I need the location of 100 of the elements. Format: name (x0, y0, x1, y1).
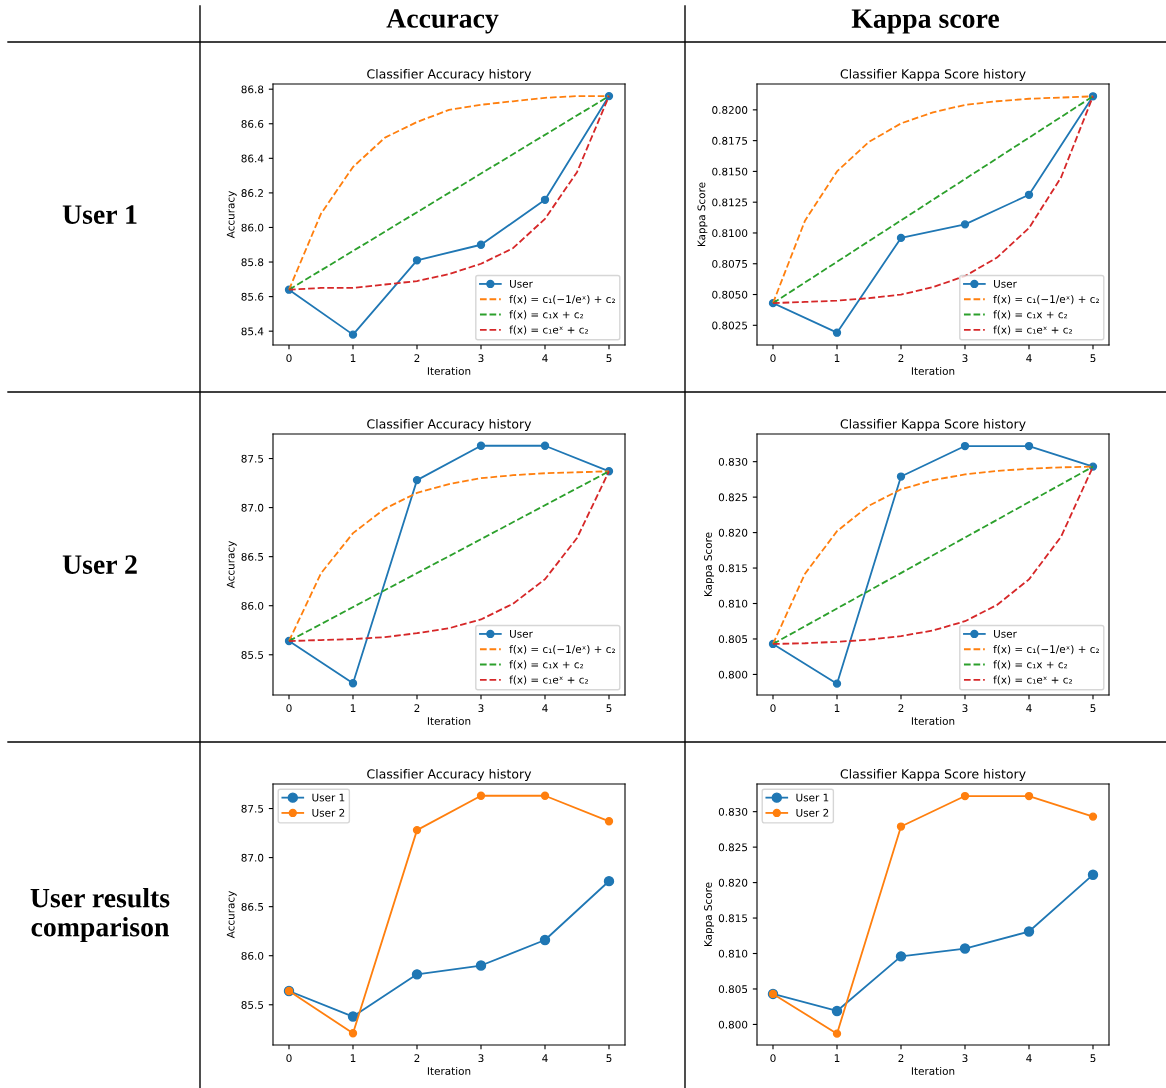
legend-label: User (510, 280, 533, 288)
legend-label: f(x) = c₁eˣ + c₂ (509, 325, 588, 335)
point (832, 679, 842, 688)
point (539, 934, 551, 946)
x-tick-label: 3 (478, 354, 484, 363)
x-tick-label: 0 (770, 704, 776, 713)
y-tick-label: 87.5 (241, 804, 264, 813)
x-tick-label: 5 (606, 1054, 612, 1063)
chart-title: Classifier Kappa Score history (840, 418, 1026, 432)
y-axis-title: Accuracy (226, 191, 237, 239)
point (540, 791, 550, 800)
chart-title: Classifier Kappa Score history (840, 768, 1026, 782)
y-tick-label: 86.5 (241, 902, 264, 911)
point (1024, 190, 1034, 199)
x-tick-label: 1 (834, 1054, 840, 1062)
x-tick-label: 4 (1026, 1054, 1032, 1062)
category-label: Accuracy (386, 9, 499, 34)
y-tick-label: 0.8075 (712, 259, 748, 268)
x-tick-label: 4 (542, 1054, 548, 1062)
point (540, 441, 550, 450)
legend-label: User (510, 630, 533, 638)
point (412, 475, 422, 485)
y-tick-label: 0.8125 (712, 198, 748, 207)
category-label: User 2 (62, 555, 137, 574)
point (831, 1005, 843, 1017)
x-tick-label: 1 (350, 354, 356, 362)
x-tick-label: 4 (542, 704, 548, 712)
point (960, 791, 970, 801)
x-tick-label: 5 (1090, 1054, 1096, 1063)
legend-label: f(x) = c₁(−1/eˣ) + c₂ (509, 294, 615, 305)
y-tick-label: 0.805 (718, 985, 748, 994)
y-axis-title: Kappa Score (704, 532, 714, 597)
category-label: Kappa score (851, 9, 999, 34)
legend-label: User (994, 280, 1017, 288)
chart-title: Classifier Kappa Score history (840, 68, 1026, 82)
x-tick-label: 3 (478, 1054, 484, 1063)
x-axis-title: Iteration (427, 1066, 471, 1075)
chart-title: Classifier Accuracy history (367, 418, 532, 432)
x-tick-label: 2 (414, 1054, 420, 1062)
x-axis-title: Iteration (911, 716, 955, 725)
y-tick-label: 87.0 (241, 853, 264, 862)
x-tick-label: 5 (606, 704, 612, 713)
x-tick-label: 2 (898, 354, 904, 362)
point (476, 791, 486, 800)
y-tick-label: 0.8150 (712, 167, 748, 176)
legend-label: f(x) = c₁eˣ + c₂ (993, 325, 1072, 335)
y-tick-label: 0.825 (718, 843, 748, 852)
y-tick-label: 0.800 (718, 1020, 748, 1029)
chart-title: Classifier Accuracy history (367, 768, 532, 782)
legend-label: f(x) = c₁eˣ + c₂ (509, 675, 588, 685)
legend-label: f(x) = c₁(−1/eˣ) + c₂ (993, 294, 1099, 305)
chart-title: Classifier Accuracy history (367, 68, 532, 82)
y-tick-label: 86.8 (241, 85, 264, 94)
x-tick-label: 0 (770, 354, 776, 363)
y-tick-label: 0.820 (718, 878, 748, 887)
point (960, 441, 970, 451)
x-tick-label: 0 (286, 704, 292, 713)
legend-label: f(x) = c₁eˣ + c₂ (993, 675, 1072, 685)
x-tick-label: 4 (1026, 704, 1032, 712)
y-tick-label: 86.2 (241, 189, 263, 197)
y-tick-label: 0.830 (718, 457, 748, 466)
y-tick-label: 86.0 (241, 601, 264, 610)
legend-label: User 2 (312, 808, 345, 817)
point (347, 1011, 359, 1022)
point (1087, 869, 1099, 880)
point (896, 822, 906, 831)
y-tick-label: 0.8200 (712, 106, 748, 114)
x-tick-label: 4 (542, 354, 548, 362)
legend-label: f(x) = c₁x + c₂ (509, 310, 584, 320)
x-axis-title: Iteration (911, 366, 955, 375)
y-tick-label: 0.8100 (712, 229, 748, 238)
point (1024, 791, 1034, 801)
legend-label: User 1 (312, 793, 345, 802)
y-tick-label: 0.810 (718, 599, 748, 608)
category-label: User 1 (62, 205, 137, 224)
legend-label: f(x) = c₁x + c₂ (993, 660, 1068, 670)
category-label: User results comparison (30, 887, 170, 943)
point (475, 960, 487, 971)
point (412, 825, 422, 835)
y-tick-label: 0.820 (718, 528, 748, 537)
y-tick-label: 86.0 (241, 951, 264, 960)
x-tick-label: 1 (350, 1054, 356, 1062)
y-tick-label: 0.800 (718, 670, 748, 679)
legend-label: f(x) = c₁x + c₂ (993, 310, 1068, 320)
y-tick-label: 86.5 (241, 552, 264, 561)
point (896, 472, 906, 481)
x-tick-label: 2 (898, 1054, 904, 1062)
y-axis-title: Kappa Score (704, 882, 714, 947)
point (476, 240, 486, 249)
y-tick-label: 0.825 (718, 493, 748, 502)
legend-label: User 1 (796, 793, 829, 802)
x-tick-label: 1 (834, 354, 840, 362)
point (411, 969, 423, 980)
point (832, 328, 842, 337)
x-tick-label: 0 (286, 354, 292, 363)
point (348, 1029, 358, 1038)
y-tick-label: 0.8025 (712, 321, 748, 330)
x-tick-label: 5 (1090, 704, 1096, 713)
point (412, 256, 422, 265)
x-tick-label: 0 (286, 1054, 292, 1063)
